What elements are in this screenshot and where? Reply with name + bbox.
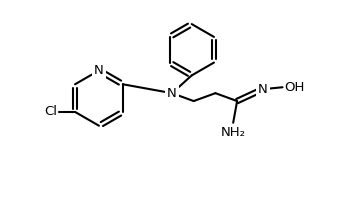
Text: NH₂: NH₂ [221, 126, 246, 139]
Text: N: N [167, 87, 177, 100]
Text: N: N [258, 83, 268, 96]
Text: N: N [94, 64, 104, 77]
Text: OH: OH [284, 81, 305, 94]
Text: Cl: Cl [44, 106, 57, 118]
